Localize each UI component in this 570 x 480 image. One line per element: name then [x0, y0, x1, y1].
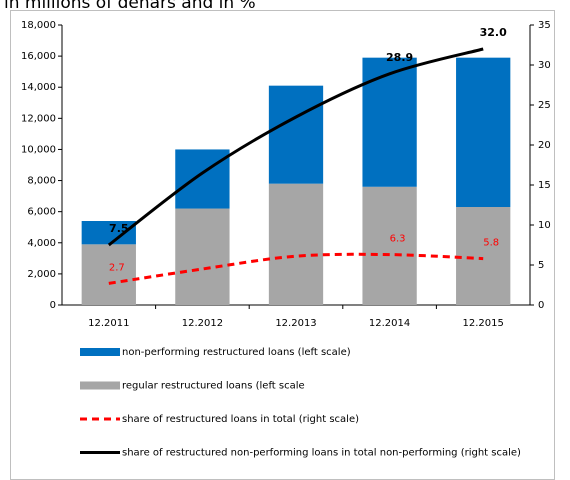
y-tick-label: 18,000: [21, 20, 56, 31]
bar: [456, 57, 511, 207]
legend-swatch: [80, 381, 120, 390]
x-tick-label: 12.2015: [463, 318, 504, 329]
y2-tick-label: 35: [538, 20, 551, 31]
legend-label: share of restructured non-performing loa…: [122, 448, 521, 459]
bar: [268, 183, 324, 305]
y2-tick-label: 20: [538, 140, 551, 151]
bar: [175, 149, 230, 209]
data-label: 2.7: [109, 262, 125, 273]
y2-tick-label: 15: [538, 180, 551, 191]
data-label: 7.5: [109, 222, 129, 235]
y2-tick-label: 0: [538, 300, 544, 311]
bar: [81, 244, 136, 305]
bar: [175, 208, 230, 305]
legend-swatch: [80, 348, 120, 356]
data-label: 32.0: [480, 26, 507, 39]
y-tick-label: 16,000: [21, 51, 56, 62]
data-label: 28.9: [386, 51, 413, 64]
y2-tick-label: 5: [538, 260, 544, 271]
bar: [362, 57, 417, 187]
y2-tick-label: 25: [538, 100, 551, 111]
x-tick-label: 12.2011: [88, 318, 129, 329]
x-tick-label: 12.2013: [275, 318, 316, 329]
line: [108, 252, 484, 285]
y-tick-label: 6,000: [27, 207, 56, 218]
bar: [456, 207, 511, 305]
y2-tick-label: 10: [538, 220, 551, 231]
chart-title: in millions of denars and in %: [4, 0, 256, 13]
legend-label: share of restructured loans in total (ri…: [122, 414, 359, 425]
y-tick-label: 10,000: [21, 144, 56, 155]
data-label: 6.3: [390, 234, 406, 245]
line: [107, 47, 484, 247]
y-tick-label: 8,000: [27, 176, 56, 187]
y-tick-label: 12,000: [21, 113, 56, 124]
y2-tick-label: 30: [538, 60, 551, 71]
x-tick-label: 12.2012: [182, 318, 223, 329]
legend-label: non-performing restructured loans (left …: [122, 347, 351, 358]
bar: [81, 221, 136, 245]
y-tick-label: 2,000: [27, 269, 56, 280]
y-tick-label: 0: [50, 300, 56, 311]
data-label: 5.8: [483, 238, 499, 249]
bar: [268, 85, 324, 184]
y-tick-label: 4,000: [27, 238, 56, 249]
x-tick-label: 12.2014: [369, 318, 410, 329]
y-tick-label: 14,000: [21, 82, 56, 93]
legend-label: regular restructured loans (left scale: [122, 381, 305, 392]
bar: [362, 186, 417, 305]
